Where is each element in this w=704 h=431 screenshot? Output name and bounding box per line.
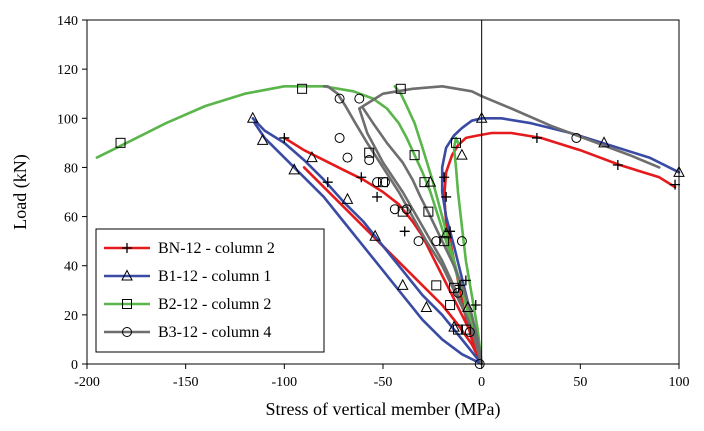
legend-swatch-marker — [122, 299, 132, 309]
series-4-marker — [389, 204, 400, 215]
x-axis-title: Stress of vertical member (MPa) — [266, 399, 501, 420]
series-2-marker — [341, 192, 354, 204]
series-1-marker — [399, 226, 410, 237]
series-4-marker — [431, 236, 442, 247]
series-4-marker — [334, 132, 345, 143]
series-1-marker — [470, 300, 481, 311]
series-2-marker — [420, 300, 433, 312]
series-1-marker — [531, 132, 542, 143]
y-tick-label: 120 — [57, 63, 78, 78]
y-tick-label: 40 — [64, 260, 78, 275]
series-1-marker — [372, 191, 383, 202]
series-4-marker — [354, 93, 365, 104]
series-3-marker — [431, 280, 442, 291]
series-3-marker — [297, 83, 308, 94]
x-tick-label: -200 — [74, 375, 100, 390]
x-tick-label: 100 — [669, 375, 690, 390]
series-4-marker — [342, 152, 353, 163]
legend-label: B3-12 - column 4 — [158, 324, 271, 341]
y-tick-label: 60 — [64, 211, 78, 226]
series-3-marker — [409, 150, 420, 161]
series-2-marker — [440, 227, 452, 239]
x-tick-label: -150 — [173, 375, 199, 390]
series-2-marker — [288, 163, 301, 175]
series-4-marker — [456, 236, 467, 247]
series-2-markers — [246, 111, 685, 332]
series-3-marker — [451, 137, 462, 148]
series-2-marker — [448, 320, 460, 332]
series-3-marker — [419, 177, 430, 188]
legend-swatch-marker — [121, 269, 133, 281]
y-tick-label: 80 — [64, 161, 78, 176]
x-tick-label: -100 — [271, 375, 297, 390]
x-tick-label: 0 — [478, 375, 485, 390]
y-tick-label: 0 — [71, 358, 78, 373]
legend-label: B1-12 - column 1 — [158, 268, 271, 285]
series-1-marker — [441, 191, 452, 202]
legend-item: B1-12 - column 1 — [104, 268, 271, 285]
series-3-marker — [364, 147, 375, 158]
series-3-marker — [439, 236, 450, 247]
series-1-marker — [460, 275, 471, 286]
series-2-marker — [456, 148, 468, 160]
x-tick-label: 50 — [573, 375, 587, 390]
series-2-line-3 — [253, 121, 484, 366]
series-1-marker — [445, 226, 456, 237]
series-4-marker — [413, 236, 424, 247]
series-4-marker — [571, 132, 582, 143]
legend-item: B3-12 - column 4 — [104, 324, 271, 341]
series-2-marker — [424, 175, 437, 187]
series-4-line-3 — [357, 85, 661, 366]
ticks: -200 -150 -100 -50 0 50 100 0 20 40 60 80 100 120 140 — [57, 14, 690, 390]
series-1-marker — [670, 179, 681, 190]
series-1 — [282, 131, 677, 366]
series-4-marker — [334, 93, 345, 104]
series-4-marker — [364, 155, 375, 166]
series-1-marker — [322, 177, 333, 188]
series-2-marker — [256, 133, 269, 145]
series-3-marker — [423, 206, 434, 217]
series-4-markers — [334, 93, 582, 369]
series-4-marker — [401, 204, 412, 215]
y-tick-label: 140 — [57, 14, 78, 29]
legend-label: B2-12 - column 2 — [158, 296, 271, 313]
series-4-marker — [452, 287, 463, 298]
series-3-marker — [115, 137, 126, 148]
series-4 — [322, 85, 661, 366]
series-2-marker — [462, 300, 474, 312]
series-2-marker — [396, 278, 409, 290]
series-2-marker — [306, 151, 318, 163]
legend-item: B2-12 - column 2 — [104, 296, 271, 313]
x-tick-label: -50 — [374, 375, 393, 390]
series-2-marker — [369, 229, 381, 241]
series-2-marker — [246, 111, 259, 123]
legend-swatch-marker — [122, 327, 132, 337]
series-1-markers — [279, 132, 681, 311]
series-4-marker — [379, 177, 390, 188]
series-1-marker — [439, 172, 450, 183]
y-tick-label: 100 — [57, 112, 78, 127]
series-1-marker — [612, 159, 623, 170]
y-axis-title: Load (kN) — [10, 154, 31, 229]
series-3-line-3 — [452, 136, 484, 366]
series-1-marker — [279, 132, 290, 143]
series-4-marker — [464, 327, 475, 338]
series-3-marker — [445, 300, 456, 311]
series-2-marker — [598, 136, 610, 148]
y-tick-label: 20 — [64, 309, 78, 324]
series-4-marker — [372, 177, 383, 188]
series-3-markers — [115, 83, 471, 335]
legend-label: BN-12 - column 2 — [158, 240, 275, 257]
legend-swatch-marker — [122, 243, 132, 253]
series-3-marker — [452, 324, 463, 335]
legend: BN-12 - column 2 B1-12 - column 1 B2-12 - … — [95, 228, 325, 353]
legend-item: BN-12 - column 2 — [104, 240, 275, 257]
series-1-marker — [356, 172, 367, 183]
marker-layer — [115, 83, 685, 369]
series-3-marker — [395, 83, 406, 94]
